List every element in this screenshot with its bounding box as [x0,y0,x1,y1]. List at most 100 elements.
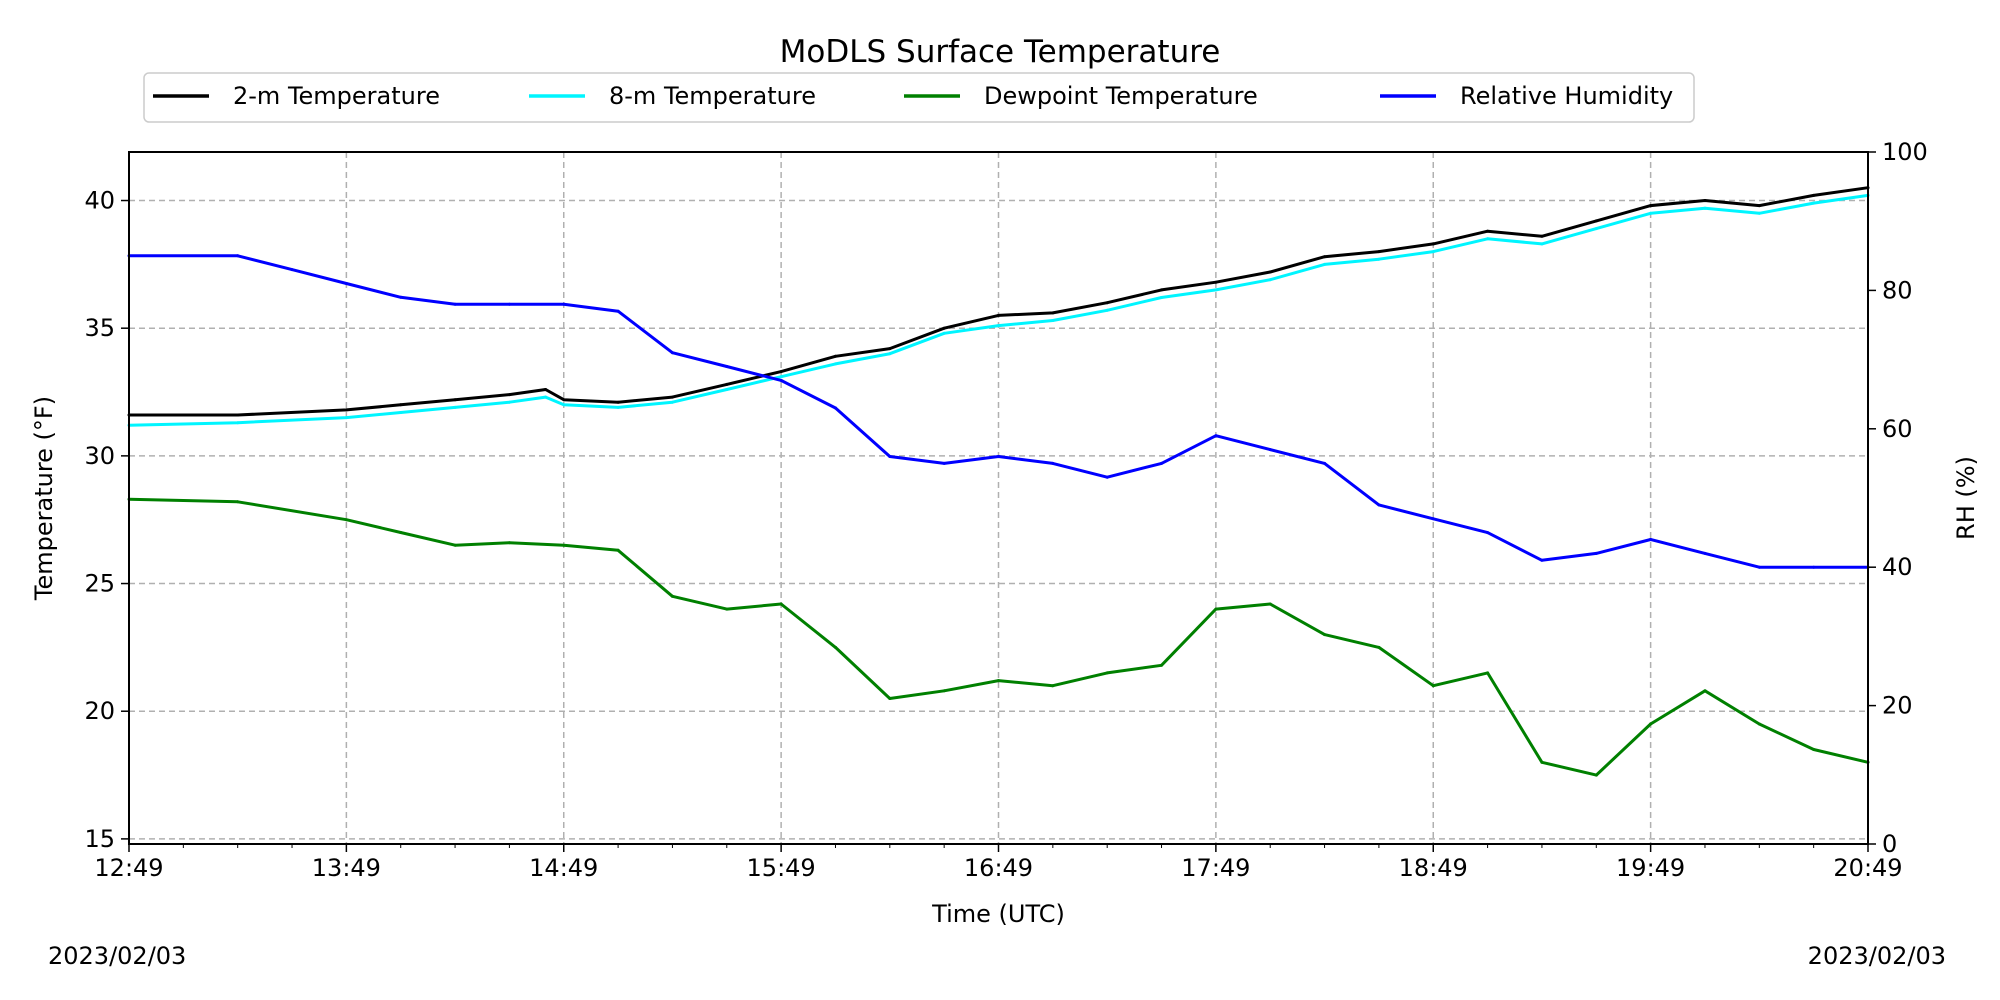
series-layer [127,186,1870,777]
series-point-3 [1105,475,1109,479]
series-point-3 [779,378,783,382]
x-tick-label: 17:49 [1181,854,1250,882]
series-point-0 [1594,219,1598,223]
legend: 2-m Temperature 8-m Temperature Dewpoint T… [143,72,1695,123]
series-point-1 [453,405,457,409]
series-point-2 [670,594,674,598]
series-point-1 [1051,319,1055,322]
series-point-3 [834,406,837,410]
series-point-2 [997,679,1000,683]
x-tick-label: 19:49 [1616,854,1685,882]
series-point-0 [670,395,674,399]
series-point-0 [1377,250,1381,254]
series-point-2 [1268,602,1272,606]
x-tick-label: 13:49 [312,854,381,882]
series-point-2 [1160,663,1163,667]
series-point-3 [1268,448,1272,452]
axes: 12:49 13:49 14:49 15:49 16:49 17:49 18:49 19:49… [84,138,1927,882]
series-point-1 [942,331,946,335]
series-point-1 [1486,237,1490,241]
series-line-1 [128,193,1869,427]
series-point-2 [562,543,566,547]
series-point-3 [888,455,892,458]
x-tick-label: 18:49 [1399,854,1468,882]
series-point-2 [1540,760,1544,764]
series-point-0 [1268,270,1272,274]
legend-label: Dewpoint Temperature [984,82,1258,110]
series-point-3 [507,302,511,306]
series-point-3 [1649,538,1653,541]
series-point-3 [1594,551,1598,555]
series-point-1 [1214,288,1218,292]
series-point-1 [997,324,1000,328]
series-point-2 [507,541,511,545]
series-point-2 [616,548,620,552]
series-point-0 [507,393,511,397]
y-tick-label: 40 [84,187,115,215]
series-point-1 [1649,211,1653,215]
y-tick-label: 20 [84,697,115,725]
series-point-2 [1812,748,1816,751]
series-point-1 [507,400,511,404]
series-point-0 [1214,280,1218,284]
series-point-1 [725,388,729,391]
series-point-3 [1377,503,1381,507]
series-point-0 [562,398,566,402]
chart-title: MoDLS Surface Temperature [780,34,1221,70]
series-point-0 [1160,288,1163,292]
y-tick-label: 25 [84,570,115,598]
series-point-3 [997,455,1000,458]
series-point-2 [453,543,457,547]
series-point-2 [1757,722,1761,726]
series-point-0 [1431,242,1435,246]
series-point-1 [399,411,403,414]
series-point-0 [888,347,892,351]
series-point-3 [725,365,729,368]
series-point-0 [344,408,348,412]
series-point-2 [725,607,729,611]
series-point-3 [562,302,566,306]
series-point-0 [779,370,783,374]
y2-tick-label: 0 [1882,830,1897,858]
y-tick-label: 35 [84,314,115,342]
series-point-0 [453,398,457,402]
series-point-2 [834,645,837,649]
series-point-0 [942,326,946,330]
series-point-1 [1812,201,1816,205]
series-point-0 [544,388,548,391]
series-point-2 [1649,722,1653,726]
series-point-2 [1486,671,1490,675]
series-point-0 [725,382,729,386]
y2-tick-label: 20 [1882,692,1913,720]
series-point-2 [344,518,348,522]
series-point-0 [1540,234,1544,238]
grid [128,152,1869,844]
series-point-1 [670,400,674,404]
series-point-3 [453,302,457,306]
series-point-0 [1703,199,1707,202]
legend-label: 2-m Temperature [233,82,440,110]
y-tick-label: 15 [84,825,115,853]
series-point-2 [399,531,403,534]
date-label-right: 2023/02/03 [1807,942,1946,970]
series-point-3 [1051,461,1055,465]
x-axis-label: Time (UTC) [931,900,1065,928]
series-point-1 [344,416,348,420]
y-tick-label: 30 [84,442,115,470]
series-point-1 [544,395,548,399]
series-point-3 [616,309,620,313]
series-point-1 [1268,278,1272,282]
series-point-1 [616,405,620,409]
series-point-0 [1105,301,1109,305]
series-point-3 [236,254,240,258]
series-point-0 [616,400,620,404]
series-point-2 [1377,645,1381,649]
series-point-1 [1160,296,1163,299]
series-point-0 [1757,204,1761,208]
series-line-3 [129,254,1868,569]
series-point-0 [1323,255,1327,259]
series-point-1 [1105,308,1109,312]
series-point-0 [1051,311,1055,315]
x-tick-label: 15:49 [747,854,816,882]
series-point-1 [236,421,240,425]
